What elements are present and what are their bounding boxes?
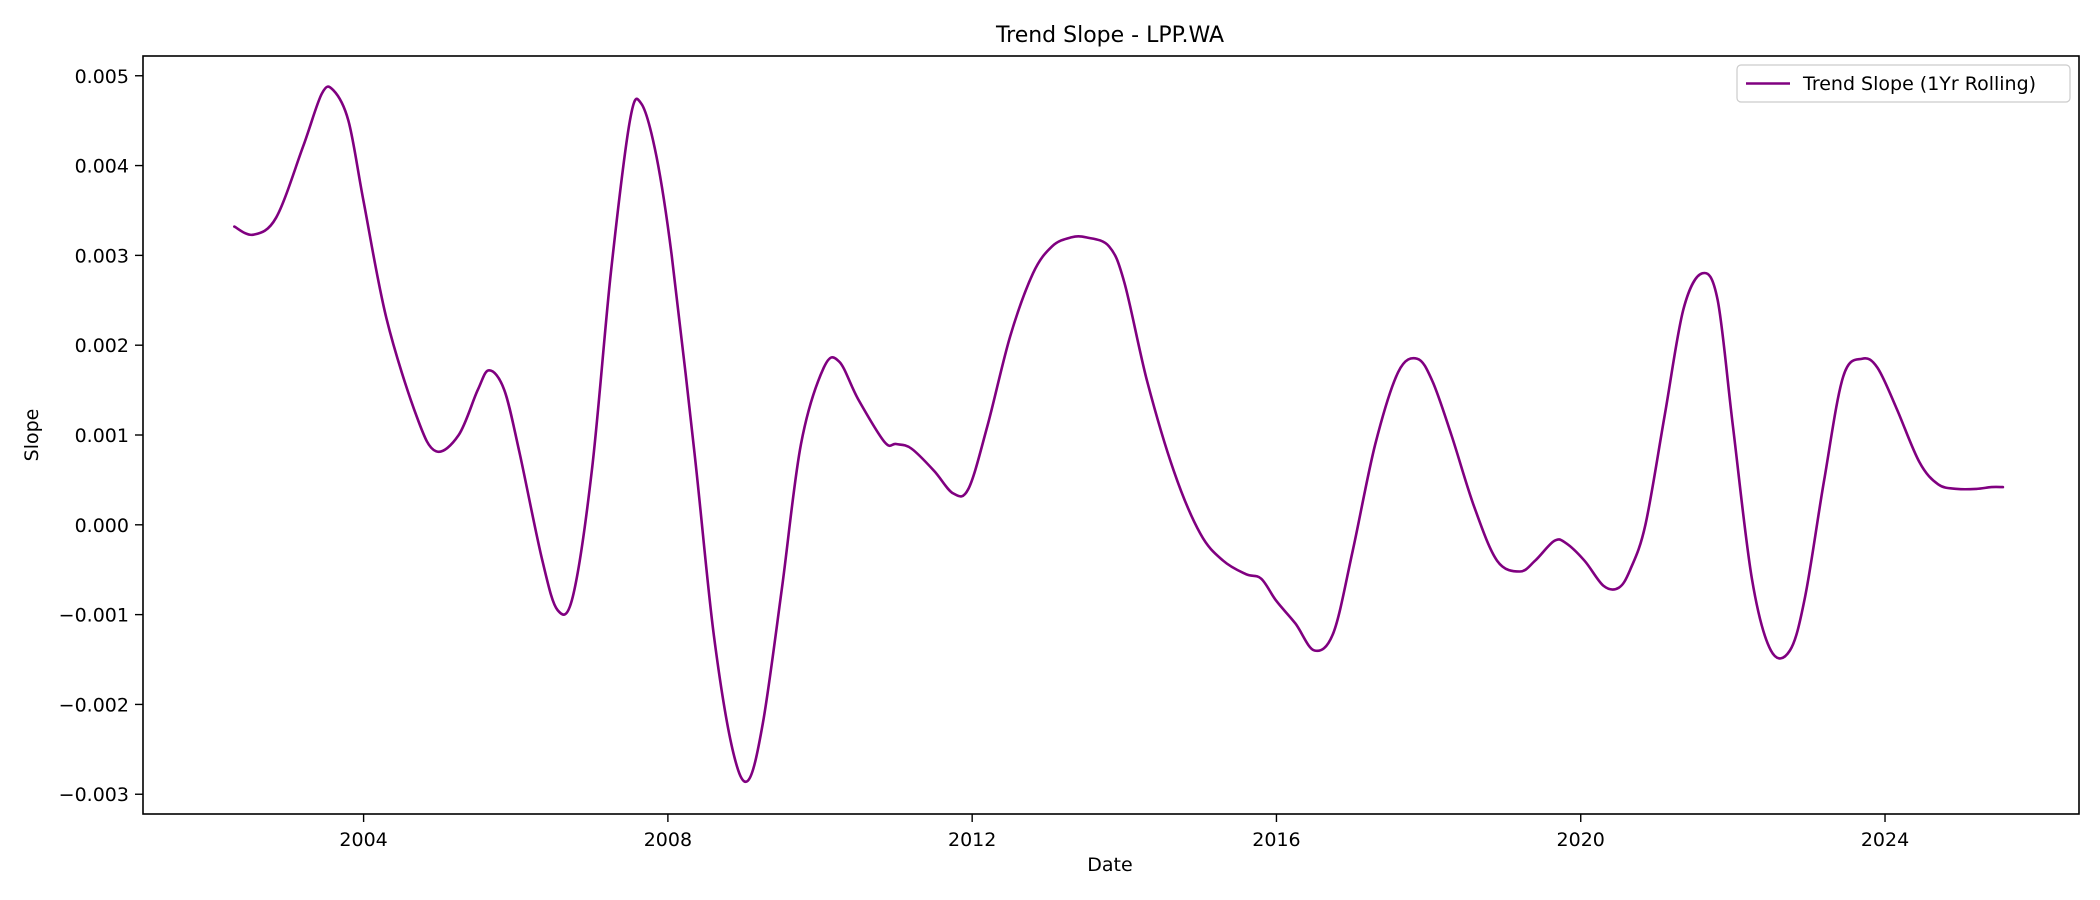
x-tick-label: 2020 xyxy=(1557,829,1605,851)
y-tick-label: −0.003 xyxy=(59,784,129,806)
tick-layer: 2004 2008 2012 2016 2020 2024 −0.003 −0.002 −0.0… xyxy=(59,66,1910,851)
chart-title: Trend Slope - LPP.WA xyxy=(995,23,1224,48)
y-tick-label: 0.004 xyxy=(75,156,129,178)
x-tick-label: 2004 xyxy=(339,829,387,851)
y-axis-label: Slope xyxy=(21,409,43,462)
legend-box xyxy=(1736,64,2071,103)
y-tick-label: 0.000 xyxy=(75,515,129,537)
series-layer xyxy=(233,85,2005,784)
series-line-trend-slope xyxy=(233,85,2005,784)
x-tick-label: 2024 xyxy=(1861,829,1909,851)
y-tick-label: 0.002 xyxy=(75,335,129,357)
x-tick-label: 2008 xyxy=(644,829,692,851)
legend: Trend Slope (1Yr Rolling) xyxy=(1736,64,2071,103)
x-tick-label: 2016 xyxy=(1252,829,1300,851)
x-axis-label: Date xyxy=(1087,854,1132,876)
legend-entry-trend-slope: Trend Slope (1Yr Rolling) xyxy=(1802,73,2036,95)
y-tick-label: 0.005 xyxy=(75,66,129,88)
y-tick-label: −0.001 xyxy=(59,605,129,627)
x-tick-label: 2012 xyxy=(948,829,996,851)
y-tick-label: −0.002 xyxy=(59,694,129,716)
y-tick-label: 0.003 xyxy=(75,245,129,267)
plot-frame xyxy=(142,55,2080,815)
y-tick-label: 0.001 xyxy=(75,425,129,447)
